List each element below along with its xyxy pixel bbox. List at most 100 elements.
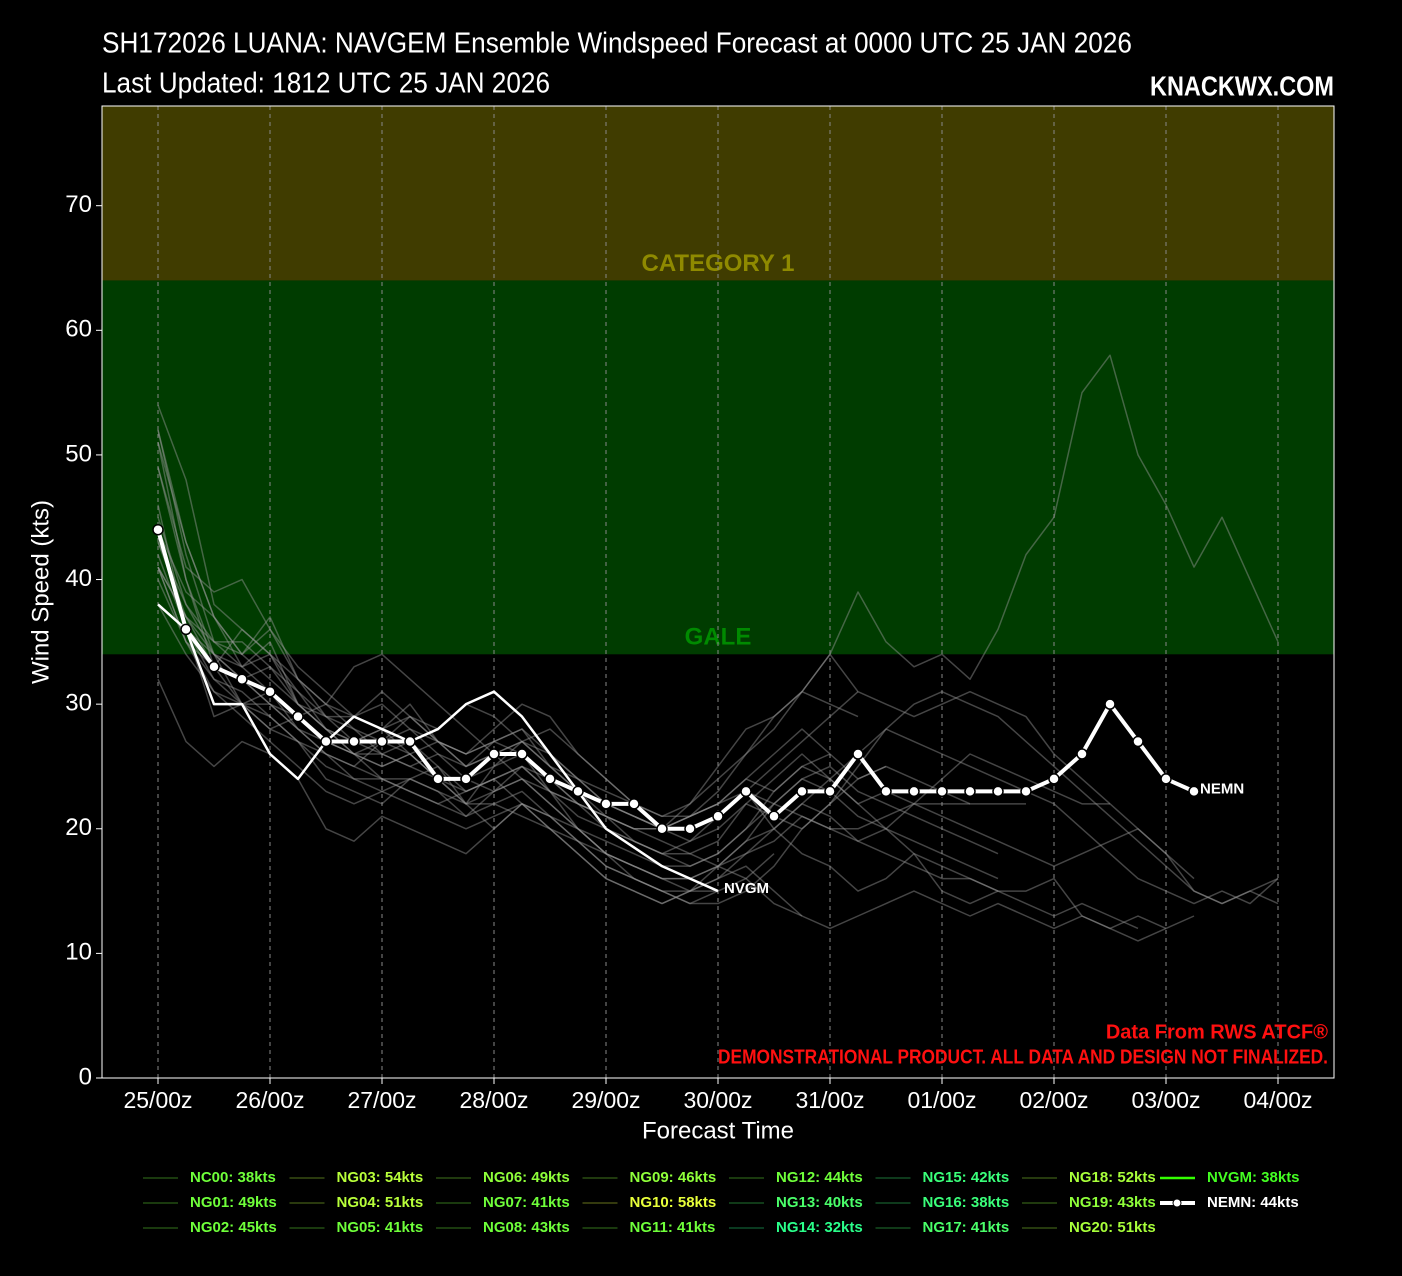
point <box>656 823 668 835</box>
legend-label: NG16: 38kts <box>923 1194 1010 1211</box>
member-line <box>157 566 831 818</box>
point <box>1076 748 1088 760</box>
member-line <box>157 603 718 892</box>
legend-label: NG18: 52kts <box>1069 1169 1156 1186</box>
point <box>852 748 864 760</box>
point <box>208 661 220 673</box>
y-tick-label: 20 <box>65 814 92 841</box>
legend-label: NG07: 41kts <box>483 1194 570 1211</box>
point <box>1048 773 1060 785</box>
end-label: NEMN <box>1200 780 1244 797</box>
y-tick-label: 10 <box>65 939 92 966</box>
point <box>1188 785 1200 798</box>
point <box>376 735 388 748</box>
legend-label: NG10: 58kts <box>630 1194 717 1211</box>
point <box>936 785 948 798</box>
legend-label: NG02: 45kts <box>190 1219 277 1236</box>
y-tick-label: 70 <box>65 191 92 218</box>
chart-subtitle: Last Updated: 1812 UTC 25 JAN 2026 <box>102 68 550 100</box>
x-tick-label: 01/00z <box>907 1087 976 1113</box>
y-tick-label: 60 <box>65 316 92 343</box>
legend-label: NC00: 38kts <box>190 1169 276 1186</box>
member-line <box>157 467 1279 905</box>
point <box>712 810 724 823</box>
point <box>152 523 164 536</box>
member-line <box>157 579 1195 880</box>
band-label: CATEGORY 1 <box>642 250 795 277</box>
y-tick-label: 0 <box>79 1063 92 1090</box>
x-tick-label: 26/00z <box>235 1087 304 1113</box>
point <box>1160 773 1172 785</box>
legend-label: NG17: 41kts <box>923 1219 1010 1236</box>
point <box>628 798 640 810</box>
point <box>880 785 892 798</box>
member-line <box>157 554 1279 905</box>
point <box>1132 735 1144 748</box>
point <box>516 748 528 760</box>
point <box>236 673 248 685</box>
x-tick-label: 25/00z <box>123 1087 192 1113</box>
x-tick-label: 28/00z <box>459 1087 528 1113</box>
legend-label: NG13: 40kts <box>776 1194 863 1211</box>
point <box>740 785 752 798</box>
member-line <box>157 354 1279 818</box>
member-line <box>157 442 970 830</box>
x-tick-label: 31/00z <box>795 1087 864 1113</box>
x-tick-label: 27/00z <box>347 1087 416 1113</box>
legend-marker <box>1172 1198 1182 1208</box>
plot-frame <box>101 105 1335 1079</box>
x-tick-label: 29/00z <box>571 1087 640 1113</box>
end-label: NVGM <box>724 880 769 897</box>
x-tick-label: 02/00z <box>1019 1087 1088 1113</box>
legend-label: NG15: 42kts <box>923 1169 1010 1186</box>
point <box>320 735 332 748</box>
point <box>264 685 276 698</box>
member-line <box>157 566 803 917</box>
point <box>684 823 696 835</box>
y-tick-label: 50 <box>65 440 92 467</box>
point <box>572 785 584 798</box>
member-line <box>157 604 999 880</box>
point <box>348 735 360 748</box>
point <box>488 748 500 760</box>
point <box>544 773 556 785</box>
legend-label: NG01: 49kts <box>190 1194 277 1211</box>
point <box>1020 785 1032 798</box>
point <box>768 810 780 823</box>
legend-label: NG03: 54kts <box>337 1169 424 1186</box>
point <box>180 623 192 636</box>
y-tick-label: 40 <box>65 565 92 592</box>
x-tick-label: 30/00z <box>683 1087 752 1113</box>
legend-label: NG08: 43kts <box>483 1219 570 1236</box>
point <box>292 710 304 723</box>
legend-label: NG12: 44kts <box>776 1169 863 1186</box>
point <box>600 798 612 810</box>
series-line <box>157 603 719 893</box>
brand: KNACKWX.COM <box>1150 70 1334 101</box>
member-line <box>157 566 1167 930</box>
disclaimer: DEMONSTRATIONAL PRODUCT. ALL DATA AND DE… <box>718 1046 1328 1068</box>
point <box>460 773 472 785</box>
point <box>1104 698 1116 710</box>
member-line <box>157 529 859 830</box>
member-line <box>157 442 1139 930</box>
legend-label: NEMN: 44kts <box>1207 1194 1299 1211</box>
point <box>992 785 1004 798</box>
member-line <box>157 467 887 905</box>
member-line <box>157 541 999 905</box>
legend-label: NG19: 43kts <box>1069 1194 1156 1211</box>
point <box>964 785 976 798</box>
y-tick-label: 30 <box>65 689 92 716</box>
member-line <box>157 517 1110 880</box>
point <box>432 773 444 785</box>
point <box>404 735 416 748</box>
source: Data From RWS ATCF® <box>1106 1021 1328 1043</box>
member-line <box>157 678 1195 942</box>
x-tick-label: 04/00z <box>1243 1087 1312 1113</box>
x-axis-label: Forecast Time <box>642 1117 794 1144</box>
point <box>796 785 808 798</box>
legend-label: NG06: 49kts <box>483 1169 570 1186</box>
member-line <box>157 429 1279 905</box>
legend-label: NVGM: 38kts <box>1207 1169 1300 1186</box>
